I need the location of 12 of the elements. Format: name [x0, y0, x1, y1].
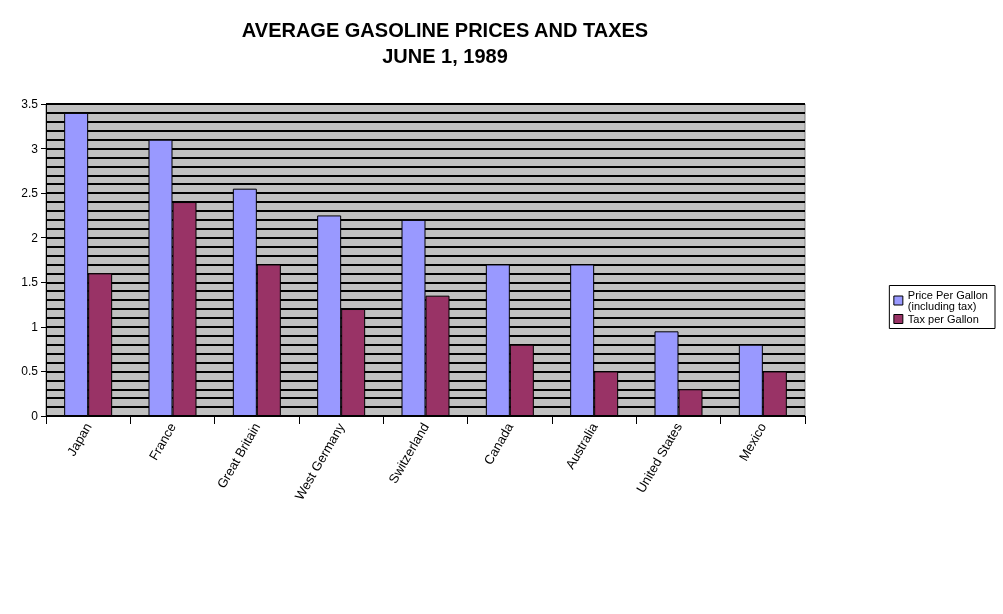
y-tick-label: 3.5 — [21, 97, 39, 111]
y-tick-label: 3 — [31, 141, 39, 156]
y-tick-label: 2 — [31, 230, 39, 245]
y-tick-label: 0.5 — [21, 364, 39, 379]
chart-subtitle: JUNE 1, 1989 — [382, 45, 508, 67]
y-tick-label: 1 — [31, 319, 39, 334]
legend-label: Tax per Gallon — [907, 313, 979, 325]
chart-title: AVERAGE GASOLINE PRICES AND TAXES — [241, 19, 649, 41]
legend-label: Price Per Gallon (including tax) — [907, 289, 992, 312]
y-tick-label: 0 — [31, 409, 39, 423]
y-tick-label: 2.5 — [21, 186, 39, 201]
y-tick-label: 1.5 — [21, 275, 39, 290]
